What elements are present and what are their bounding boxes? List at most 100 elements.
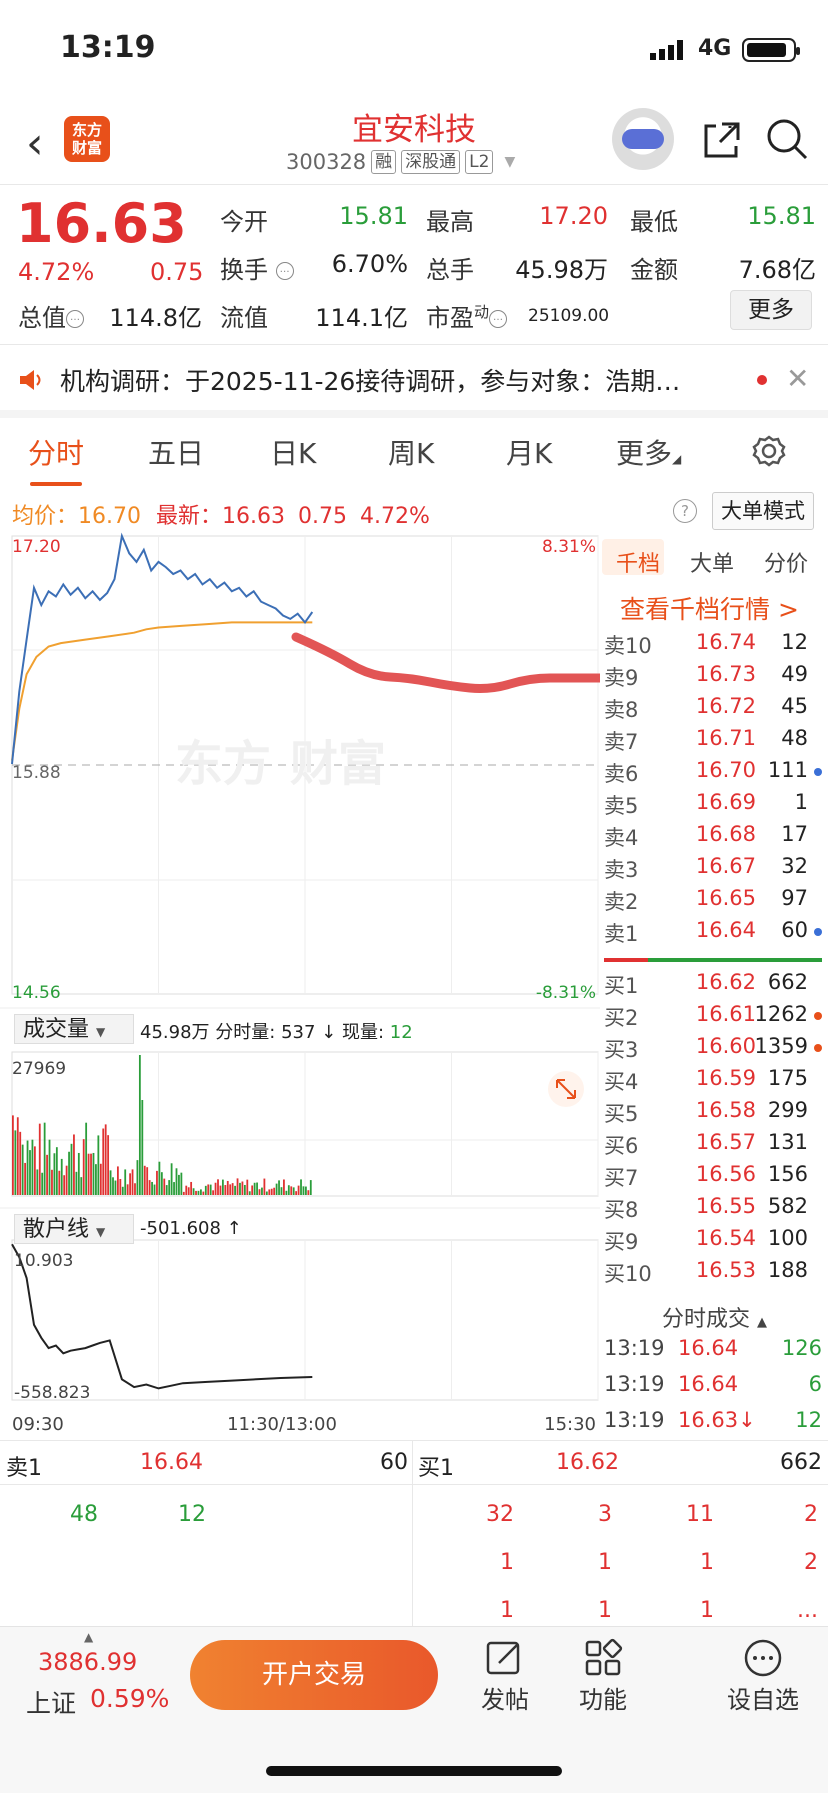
bid-volume: 1359 bbox=[754, 1034, 808, 1058]
announcement-bar[interactable]: 机构调研：于2025-11-26接待调研，参与对象：浩期… bbox=[18, 362, 680, 398]
tab-intraday[interactable]: 分时 bbox=[28, 437, 85, 470]
volume-bar bbox=[121, 1186, 124, 1195]
volume-bar bbox=[226, 1180, 229, 1195]
functions-button[interactable]: 功能 bbox=[558, 1636, 648, 1715]
assistant-avatar[interactable] bbox=[612, 108, 674, 170]
ask-row[interactable]: 卖9 16.73 49 bbox=[604, 662, 822, 694]
bid-row[interactable]: 买4 16.59 175 bbox=[604, 1066, 822, 1098]
close-icon[interactable]: ✕ bbox=[786, 362, 810, 395]
retail-bottom-label: -558.823 bbox=[14, 1383, 90, 1403]
volume-bar bbox=[209, 1184, 212, 1195]
post-button[interactable]: 发帖 bbox=[460, 1636, 550, 1715]
turnover-label: 换手 … bbox=[220, 250, 294, 285]
bid-label: 买1 bbox=[604, 974, 639, 998]
tab-more[interactable]: 更多◢ bbox=[616, 437, 682, 470]
retail-top-label: 10.903 bbox=[14, 1251, 73, 1271]
open-label: 今开 bbox=[220, 208, 268, 236]
bid-row[interactable]: 买6 16.57 131 bbox=[604, 1130, 822, 1162]
big-order-mode-button[interactable]: 大单模式 bbox=[712, 492, 814, 530]
volume-bar bbox=[292, 1187, 295, 1195]
tab-monthly-k[interactable]: 月K bbox=[506, 437, 553, 470]
volume-bar bbox=[207, 1184, 210, 1195]
back-icon[interactable]: ‹ bbox=[26, 118, 44, 169]
bid-queue-item: 1 bbox=[500, 1550, 514, 1575]
ask-row[interactable]: 卖6 16.70 111 bbox=[604, 758, 822, 790]
volume-bar bbox=[163, 1178, 166, 1195]
trade-time: 13:19 bbox=[604, 1408, 665, 1432]
ask-row[interactable]: 卖2 16.65 97 bbox=[604, 886, 822, 918]
bid-volume: 175 bbox=[767, 1066, 808, 1090]
add-watchlist-button[interactable]: 设自选 bbox=[718, 1636, 808, 1715]
ask-row[interactable]: 卖10 16.74 12 bbox=[604, 630, 822, 662]
volume-bar bbox=[290, 1186, 293, 1195]
retail-indicator-select[interactable]: 散户线 ▼ bbox=[14, 1214, 134, 1244]
gear-icon[interactable] bbox=[752, 434, 786, 468]
bid-price: 16.55 bbox=[695, 1194, 756, 1218]
tab-price-dist[interactable]: 分价 bbox=[764, 552, 809, 577]
stock-code-row[interactable]: 300328 融 深股通 L2 ▼ bbox=[286, 150, 515, 174]
ask-label: 卖8 bbox=[604, 698, 639, 722]
stock-code: 300328 bbox=[286, 150, 367, 174]
volume-bar bbox=[202, 1191, 205, 1195]
bid-row[interactable]: 买7 16.56 156 bbox=[604, 1162, 822, 1194]
volume-indicator-select[interactable]: 成交量 ▼ bbox=[14, 1014, 134, 1044]
minute-trades-title[interactable]: 分时成交 ▲ bbox=[662, 1307, 768, 1332]
volume-bar bbox=[178, 1174, 180, 1195]
bid-row[interactable]: 买10 16.53 188 bbox=[604, 1258, 822, 1290]
bid-queue-item: 11 bbox=[686, 1502, 714, 1527]
volume-bar bbox=[180, 1172, 183, 1195]
chevron-down-icon[interactable]: ▼ bbox=[504, 154, 516, 170]
volume-bar bbox=[87, 1153, 90, 1195]
volume-bar bbox=[160, 1172, 163, 1195]
open-account-button[interactable]: 开户交易 bbox=[190, 1640, 438, 1710]
bid-label: 买10 bbox=[604, 1262, 652, 1286]
volume-bar bbox=[300, 1179, 302, 1195]
bid-price: 16.60 bbox=[695, 1034, 756, 1058]
bid-label: 买5 bbox=[604, 1102, 639, 1126]
bid-row[interactable]: 买9 16.54 100 bbox=[604, 1226, 822, 1258]
volume-bar bbox=[261, 1187, 263, 1195]
volume-bar bbox=[12, 1115, 14, 1195]
volume-bar bbox=[309, 1180, 312, 1195]
index-value[interactable]: 3886.99 bbox=[38, 1648, 138, 1676]
bid-row[interactable]: 买1 16.62 662 bbox=[604, 970, 822, 1002]
bid-row[interactable]: 买8 16.55 582 bbox=[604, 1194, 822, 1226]
tab-big-order[interactable]: 大单 bbox=[690, 552, 735, 577]
intraday-chart[interactable]: 东方 财富 17.20 15.88 14.56 8.31% -8.31% 279… bbox=[0, 532, 600, 1444]
tab-five-day[interactable]: 五日 bbox=[148, 437, 205, 470]
low-value: 15.81 bbox=[747, 202, 816, 230]
volume-bar bbox=[283, 1179, 285, 1195]
tab-daily-k[interactable]: 日K bbox=[270, 437, 317, 470]
share-icon[interactable] bbox=[700, 118, 744, 162]
search-icon[interactable] bbox=[764, 116, 810, 162]
tab-weekly-k[interactable]: 周K bbox=[388, 437, 435, 470]
ask-row[interactable]: 卖5 16.69 1 bbox=[604, 790, 822, 822]
more-button[interactable]: 更多 bbox=[730, 290, 812, 330]
tab-active-bg bbox=[602, 539, 664, 575]
volume-bar bbox=[60, 1158, 63, 1195]
volume-bar bbox=[307, 1190, 310, 1195]
ask-row[interactable]: 卖8 16.72 45 bbox=[604, 694, 822, 726]
bid-row[interactable]: 买2 16.61 1262 bbox=[604, 1002, 822, 1034]
brand-logo: 东方 财富 bbox=[64, 116, 110, 162]
index-name[interactable]: 上证 bbox=[26, 1689, 77, 1718]
bid-row[interactable]: 买3 16.60 1359 bbox=[604, 1034, 822, 1066]
ask-row[interactable]: 卖4 16.68 17 bbox=[604, 822, 822, 854]
ask-label: 卖6 bbox=[604, 762, 639, 786]
ask-row[interactable]: 卖7 16.71 48 bbox=[604, 726, 822, 758]
bid-queue-item: 1 bbox=[598, 1598, 612, 1623]
ask-label: 卖2 bbox=[604, 890, 639, 914]
volume-bar bbox=[95, 1164, 97, 1195]
bid-row[interactable]: 买5 16.58 299 bbox=[604, 1098, 822, 1130]
index-percent[interactable]: 0.59% bbox=[90, 1684, 170, 1713]
bid-price: 16.59 bbox=[695, 1066, 756, 1090]
volume-bar bbox=[48, 1139, 51, 1195]
tab-depth[interactable]: 千档 bbox=[616, 552, 661, 577]
home-indicator[interactable] bbox=[266, 1766, 562, 1776]
ask-row[interactable]: 卖3 16.67 32 bbox=[604, 854, 822, 886]
y-bottom-label: 14.56 bbox=[12, 983, 61, 1003]
ask-price: 16.64 bbox=[695, 918, 756, 942]
depth-link[interactable]: 查看千档行情 > bbox=[620, 595, 799, 624]
help-icon[interactable]: ? bbox=[673, 499, 697, 523]
ask-row[interactable]: 卖1 16.64 60 bbox=[604, 918, 822, 950]
